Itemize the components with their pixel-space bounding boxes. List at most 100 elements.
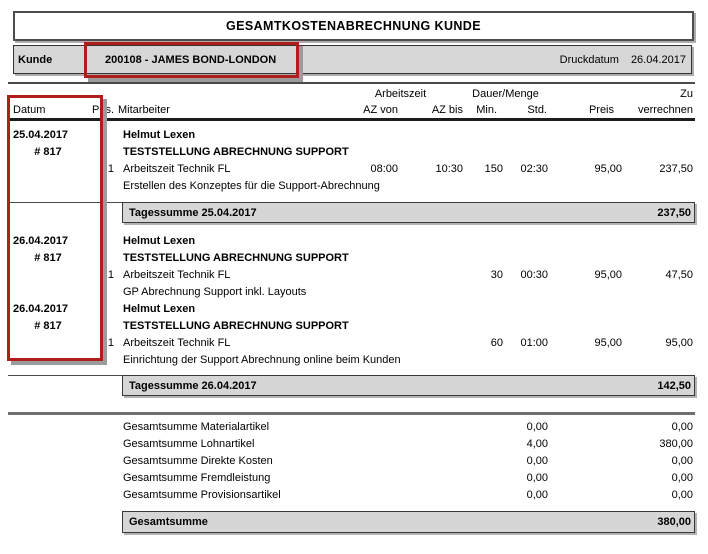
summary-amount: 0,00 <box>671 455 693 467</box>
std-cell: 02:30 <box>520 163 548 175</box>
entry-row: 25.04.2017 Helmut Lexen <box>8 127 695 144</box>
entry-row: 26.04.2017 Helmut Lexen <box>8 233 695 250</box>
entry-ref: # 817 <box>34 146 62 158</box>
summary-row: Gesamtsumme Fremdleistung 0,00 0,00 <box>8 470 695 487</box>
customer-value: 200108 - JAMES BOND-LONDON <box>105 53 277 66</box>
column-min: Min. <box>476 104 497 116</box>
entry-ref: # 817 <box>34 320 62 332</box>
pos-cell: 1 <box>107 163 114 175</box>
grand-total-label: Gesamtsumme <box>129 516 208 528</box>
summary-section: Gesamtsumme Materialartikel 0,00 0,00 Ge… <box>8 419 695 504</box>
entry-row: 1 Arbeitszeit Technik FL 60 01:00 95,00 … <box>8 335 695 352</box>
employee-name: Helmut Lexen <box>123 303 196 315</box>
article-cell: Arbeitszeit Technik FL <box>123 269 231 281</box>
az-von-cell: 08:00 <box>370 163 398 175</box>
column-mitarbeiter: Mitarbeiter <box>118 104 170 116</box>
entry-row: # 817 TESTSTELLUNG ABRECHNUNG SUPPORT <box>8 250 695 267</box>
customer-label: Kunde <box>18 53 53 66</box>
column-preis: Preis <box>588 104 614 116</box>
summary-amount: 0,00 <box>671 489 693 501</box>
amount-cell: 237,50 <box>659 163 693 175</box>
summary-qty: 0,00 <box>526 472 548 484</box>
pos-cell: 1 <box>107 269 114 281</box>
summary-row: Gesamtsumme Lohnartikel 4,00 380,00 <box>8 436 695 453</box>
table-header-columns: Datum Pos. Mitarbeiter AZ von AZ bis Min… <box>8 102 695 118</box>
summary-qty: 0,00 <box>526 421 548 433</box>
day-total-label: Tagessumme 25.04.2017 <box>129 206 257 219</box>
summary-amount: 0,00 <box>671 421 693 433</box>
day-total-label: Tagessumme 26.04.2017 <box>129 379 257 392</box>
entry-date: 26.04.2017 <box>13 235 69 247</box>
entry-date: 25.04.2017 <box>13 129 69 141</box>
print-date-label: Druckdatum <box>559 53 619 66</box>
min-cell: 30 <box>490 269 503 281</box>
entry-row: # 817 TESTSTELLUNG ABRECHNUNG SUPPORT <box>8 318 695 335</box>
report-title-box: GESAMTKOSTENABRECHNUNG KUNDE <box>13 11 694 41</box>
description-cell: Einrichtung der Support Abrechnung onlin… <box>123 354 401 366</box>
summary-amount: 0,00 <box>671 472 693 484</box>
project-name: TESTSTELLUNG ABRECHNUNG SUPPORT <box>123 320 349 332</box>
summary-amount: 380,00 <box>659 438 693 450</box>
std-cell: 01:00 <box>520 337 548 349</box>
report-title: GESAMTKOSTENABRECHNUNG KUNDE <box>226 19 481 33</box>
summary-qty: 0,00 <box>526 489 548 501</box>
price-cell: 95,00 <box>594 337 622 349</box>
entry-row: Einrichtung der Support Abrechnung onlin… <box>8 352 695 369</box>
day-total-bar: Tagessumme 26.04.2017 142,50 <box>122 375 695 396</box>
summary-row: Gesamtsumme Materialartikel 0,00 0,00 <box>8 419 695 436</box>
column-datum: Datum <box>13 104 46 116</box>
column-group-dauer-menge: Dauer/Menge <box>472 88 539 100</box>
column-verrechnen: verrechnen <box>637 104 693 116</box>
description-cell: Erstellen des Konzeptes für die Support-… <box>123 180 380 192</box>
summary-label: Gesamtsumme Materialartikel <box>123 421 270 433</box>
employee-name: Helmut Lexen <box>123 129 196 141</box>
entry-row: GP Abrechnung Support inkl. Layouts <box>8 284 695 301</box>
summary-label: Gesamtsumme Provisionsartikel <box>123 489 281 501</box>
entry-ref: # 817 <box>34 252 62 264</box>
summary-row: Gesamtsumme Provisionsartikel 0,00 0,00 <box>8 487 695 504</box>
entry-row: 1 Arbeitszeit Technik FL 30 00:30 95,00 … <box>8 267 695 284</box>
grand-total-bar: Gesamtsumme 380,00 <box>122 511 695 533</box>
std-cell: 00:30 <box>520 269 548 281</box>
entry-row: 26.04.2017 Helmut Lexen <box>8 301 695 318</box>
column-az-bis: AZ bis <box>431 104 463 116</box>
summary-label: Gesamtsumme Fremdleistung <box>123 472 271 484</box>
day-total-row: Tagessumme 26.04.2017 142,50 <box>8 375 695 396</box>
report-body: 25.04.2017 Helmut Lexen # 817 TESTSTELLU… <box>8 122 695 533</box>
column-pos: Pos. <box>91 104 114 116</box>
entry-row: Erstellen des Konzeptes für die Support-… <box>8 178 695 195</box>
customer-bar: Kunde 200108 - JAMES BOND-LONDON Druckda… <box>13 45 692 74</box>
project-name: TESTSTELLUNG ABRECHNUNG SUPPORT <box>123 146 349 158</box>
employee-name: Helmut Lexen <box>123 235 196 247</box>
divider <box>8 82 695 84</box>
summary-label: Gesamtsumme Direkte Kosten <box>123 455 273 467</box>
print-date: Druckdatum 26.04.2017 <box>560 54 691 66</box>
amount-cell: 95,00 <box>665 337 693 349</box>
column-group-zu: Zu <box>680 88 693 100</box>
table-header: Arbeitszeit Dauer/Menge Zu Datum Pos. Mi… <box>8 86 695 118</box>
az-bis-cell: 10:30 <box>435 163 463 175</box>
summary-qty: 4,00 <box>526 438 548 450</box>
entry-row: # 817 TESTSTELLUNG ABRECHNUNG SUPPORT <box>8 144 695 161</box>
description-cell: GP Abrechnung Support inkl. Layouts <box>123 286 307 298</box>
column-group-arbeitszeit: Arbeitszeit <box>374 88 427 100</box>
table-header-groups: Arbeitszeit Dauer/Menge Zu <box>8 86 695 102</box>
min-cell: 60 <box>490 337 503 349</box>
summary-row: Gesamtsumme Direkte Kosten 0,00 0,00 <box>8 453 695 470</box>
project-name: TESTSTELLUNG ABRECHNUNG SUPPORT <box>123 252 349 264</box>
entry-group: 26.04.2017 Helmut Lexen # 817 TESTSTELLU… <box>8 233 695 369</box>
pos-cell: 1 <box>107 337 114 349</box>
grand-total-row: Gesamtsumme 380,00 <box>8 511 695 533</box>
grand-total-value: 380,00 <box>657 516 691 528</box>
entry-date: 26.04.2017 <box>13 303 69 315</box>
print-date-value: 26.04.2017 <box>630 53 686 66</box>
entry-row: 1 Arbeitszeit Technik FL 08:00 10:30 150… <box>8 161 695 178</box>
price-cell: 95,00 <box>594 163 622 175</box>
price-cell: 95,00 <box>594 269 622 281</box>
summary-label: Gesamtsumme Lohnartikel <box>123 438 255 450</box>
column-az-von: AZ von <box>363 104 398 116</box>
day-total-row: Tagessumme 25.04.2017 237,50 <box>8 202 695 223</box>
min-cell: 150 <box>484 163 503 175</box>
summary-qty: 0,00 <box>526 455 548 467</box>
